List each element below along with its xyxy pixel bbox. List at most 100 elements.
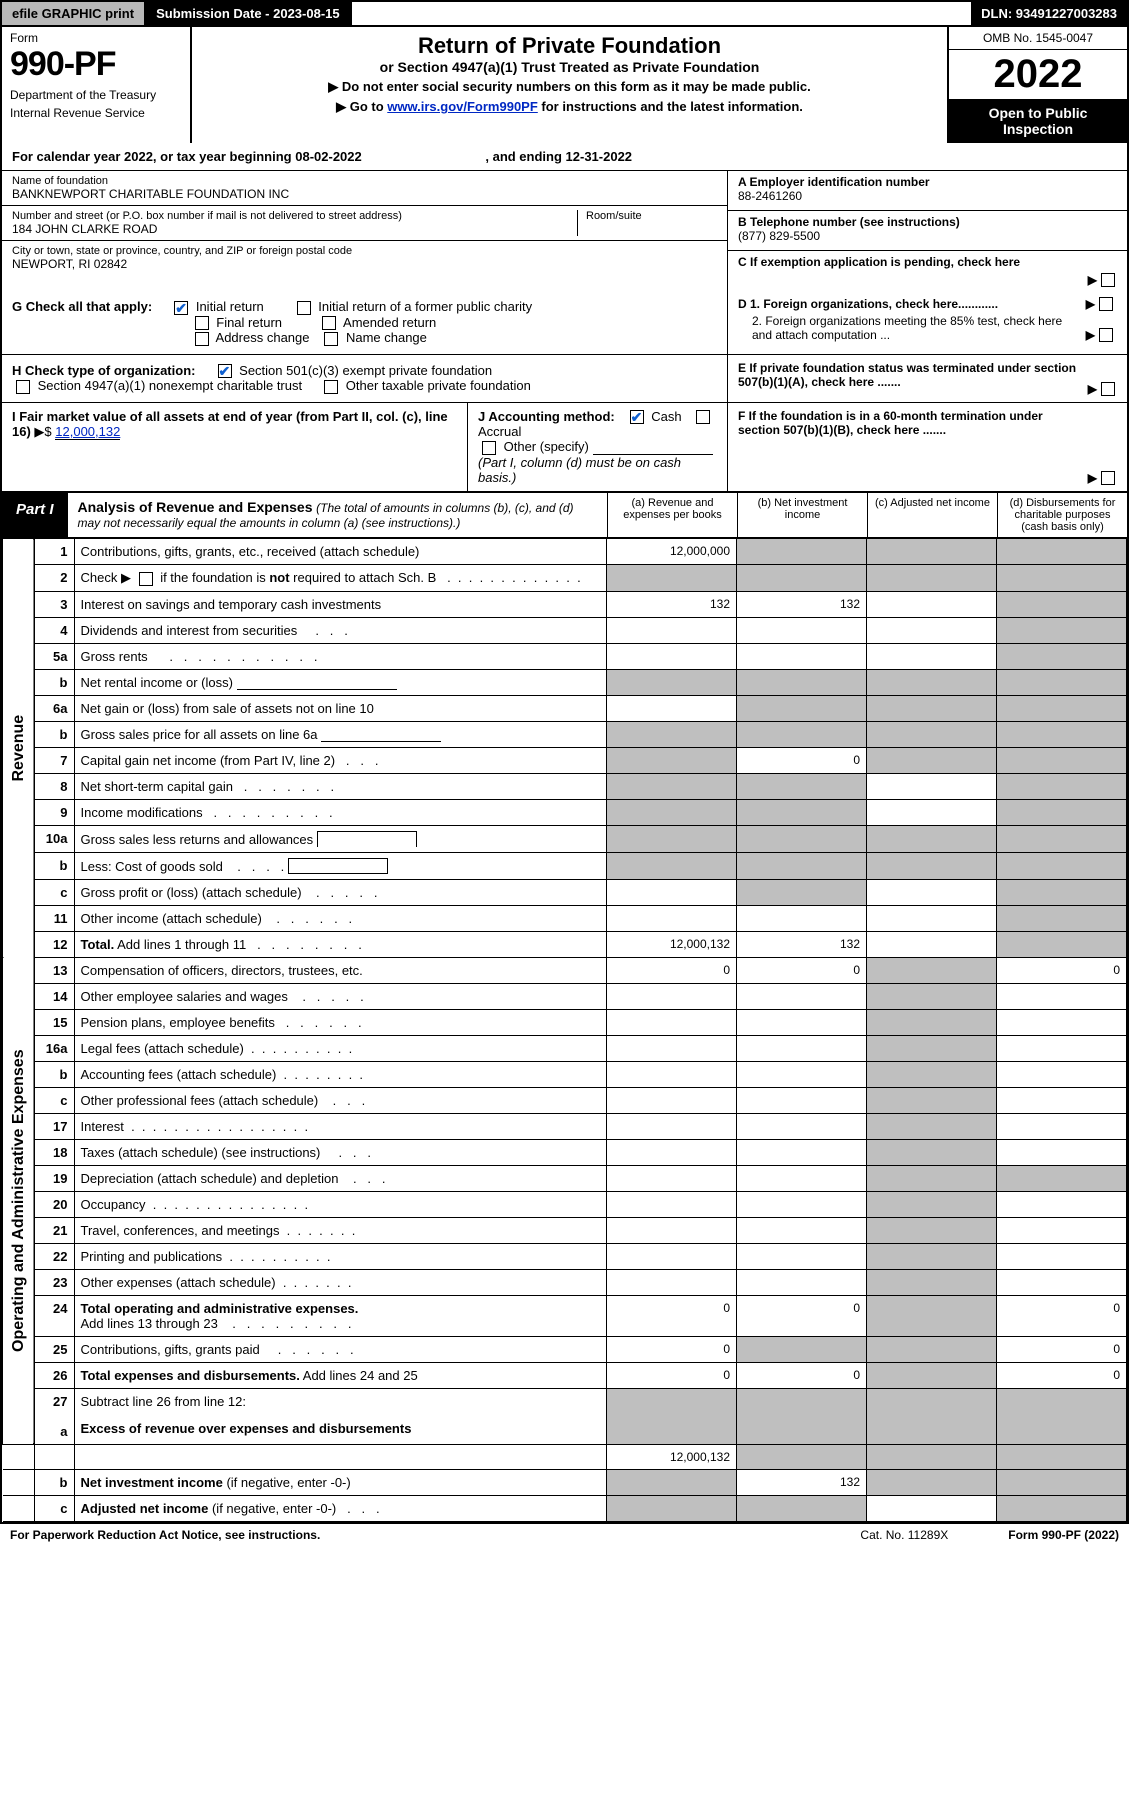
initial-former-checkbox[interactable]: [297, 301, 311, 315]
other-taxable-checkbox[interactable]: [324, 380, 338, 394]
cal-year-pre: For calendar year 2022, or tax year begi…: [12, 149, 295, 164]
form-note-2: ▶ Go to www.irs.gov/Form990PF for instru…: [202, 99, 937, 115]
cat-number: Cat. No. 11289X: [860, 1528, 948, 1542]
omb-number: OMB No. 1545-0047: [949, 27, 1127, 50]
table-row: Operating and Administrative Expenses 13…: [3, 957, 1127, 983]
c-checkbox[interactable]: [1101, 273, 1115, 287]
final-return-label: Final return: [216, 315, 282, 330]
address-change-label: Address change: [216, 330, 310, 345]
table-row: bGross sales price for all assets on lin…: [3, 721, 1127, 747]
cash-checkbox[interactable]: [630, 410, 644, 424]
table-row: 26Total expenses and disbursements. Add …: [3, 1362, 1127, 1388]
line-26-a: 0: [607, 1362, 737, 1388]
form-id-block: Form 990-PF Department of the Treasury I…: [2, 27, 192, 143]
e-checkbox[interactable]: [1101, 382, 1115, 396]
line-10a-box[interactable]: [317, 831, 417, 847]
cal-year-begin: 08-02-2022: [295, 149, 362, 164]
table-row: 4Dividends and interest from securities …: [3, 617, 1127, 643]
line-10b-box[interactable]: [288, 858, 388, 874]
table-row: 7Capital gain net income (from Part IV, …: [3, 747, 1127, 773]
dln: DLN: 93491227003283: [971, 2, 1127, 25]
d2-checkbox[interactable]: [1099, 328, 1113, 342]
name-change-label: Name change: [346, 330, 427, 345]
ein-cell: A Employer identification number 88-2461…: [728, 171, 1127, 211]
line-13-b: 0: [737, 957, 867, 983]
h-section: H Check type of organization: Section 50…: [2, 355, 727, 402]
address-change-checkbox[interactable]: [195, 332, 209, 346]
line-11-desc: Other income (attach schedule) . . . . .…: [74, 905, 607, 931]
line-8-desc: Net short-term capital gain . . . . . . …: [74, 773, 607, 799]
line-10a-desc: Gross sales less returns and allowances: [74, 825, 607, 852]
efile-print-button[interactable]: efile GRAPHIC print: [2, 2, 146, 25]
line-2-desc: Check ▶ if the foundation is not require…: [74, 564, 607, 591]
other-method-checkbox[interactable]: [482, 441, 496, 455]
header-right: OMB No. 1545-0047 2022 Open to Public In…: [947, 27, 1127, 143]
final-return-checkbox[interactable]: [195, 316, 209, 330]
fmv-value[interactable]: 12,000,132: [55, 424, 120, 440]
part1-header: Part I Analysis of Revenue and Expenses …: [2, 493, 1127, 539]
line-5b-desc: Net rental income or (loss): [74, 669, 607, 695]
line-10c-desc: Gross profit or (loss) (attach schedule)…: [74, 879, 607, 905]
initial-return-checkbox[interactable]: [174, 301, 188, 315]
col-a-header: (a) Revenue and expenses per books: [607, 493, 737, 537]
footer: For Paperwork Reduction Act Notice, see …: [0, 1524, 1129, 1546]
d1-label: D 1. Foreign organizations, check here..…: [738, 297, 998, 311]
line-16c-desc: Other professional fees (attach schedule…: [74, 1087, 607, 1113]
table-row: 27aSubtract line 26 from line 12:: [3, 1388, 1127, 1416]
h-label: H Check type of organization:: [12, 363, 195, 378]
table-row: 22Printing and publications . . . . . . …: [3, 1243, 1127, 1269]
line-27c-desc: Adjusted net income (if negative, enter …: [74, 1495, 607, 1521]
line-5b-input[interactable]: [237, 676, 397, 690]
part1-table: Revenue 1Contributions, gifts, grants, e…: [2, 539, 1127, 1522]
form-code: 990-PF: [10, 45, 182, 84]
line-7-desc: Capital gain net income (from Part IV, l…: [74, 747, 607, 773]
line-3-desc: Interest on savings and temporary cash i…: [74, 591, 607, 617]
accrual-label: Accrual: [478, 424, 521, 439]
table-row: 25Contributions, gifts, grants paid . . …: [3, 1336, 1127, 1362]
revenue-side-label: Revenue: [3, 539, 35, 958]
schb-checkbox[interactable]: [139, 572, 153, 586]
line-13-d: 0: [997, 957, 1127, 983]
table-row: 21Travel, conferences, and meetings . . …: [3, 1217, 1127, 1243]
form-label: Form: [10, 31, 182, 45]
table-row: 17Interest . . . . . . . . . . . . . . .…: [3, 1113, 1127, 1139]
part1-desc: Analysis of Revenue and Expenses (The to…: [68, 493, 607, 537]
top-bar: efile GRAPHIC print Submission Date - 20…: [0, 0, 1129, 27]
col-b-header: (b) Net investment income: [737, 493, 867, 537]
501c3-checkbox[interactable]: [218, 364, 232, 378]
line-12-a: 12,000,132: [607, 931, 737, 957]
line-14-desc: Other employee salaries and wages . . . …: [74, 983, 607, 1009]
table-row: 19Depreciation (attach schedule) and dep…: [3, 1165, 1127, 1191]
f-label: F If the foundation is in a 60-month ter…: [738, 409, 1043, 437]
line-18-desc: Taxes (attach schedule) (see instruction…: [74, 1139, 607, 1165]
table-row: bAccounting fees (attach schedule) . . .…: [3, 1061, 1127, 1087]
4947-label: Section 4947(a)(1) nonexempt charitable …: [38, 378, 302, 393]
arrow-icon: ▶: [1088, 382, 1097, 396]
table-row: 6aNet gain or (loss) from sale of assets…: [3, 695, 1127, 721]
tel-label: B Telephone number (see instructions): [738, 215, 960, 229]
d1-checkbox[interactable]: [1099, 297, 1113, 311]
form990pf-link[interactable]: www.irs.gov/Form990PF: [387, 99, 538, 114]
table-row: 5aGross rents . . . . . . . . . . .: [3, 643, 1127, 669]
amended-return-checkbox[interactable]: [322, 316, 336, 330]
i-section: I Fair market value of all assets at end…: [2, 403, 467, 491]
line-6a-desc: Net gain or (loss) from sale of assets n…: [74, 695, 607, 721]
city-state-zip: NEWPORT, RI 02842: [12, 257, 717, 271]
4947-checkbox[interactable]: [16, 380, 30, 394]
open-public-badge: Open to Public Inspection: [949, 99, 1127, 143]
col-c-header: (c) Adjusted net income: [867, 493, 997, 537]
accrual-checkbox[interactable]: [696, 410, 710, 424]
g-label: G Check all that apply:: [12, 299, 152, 314]
line-6b-input[interactable]: [321, 728, 441, 742]
form-subtitle: or Section 4947(a)(1) Trust Treated as P…: [202, 59, 937, 75]
foundation-name: BANKNEWPORT CHARITABLE FOUNDATION INC: [12, 187, 717, 201]
table-row: 14Other employee salaries and wages . . …: [3, 983, 1127, 1009]
d-section: D 1. Foreign organizations, check here..…: [727, 291, 1127, 354]
name-change-checkbox[interactable]: [324, 332, 338, 346]
f-checkbox[interactable]: [1101, 471, 1115, 485]
line-17-desc: Interest . . . . . . . . . . . . . . . .…: [74, 1113, 607, 1139]
line-3-b: 132: [737, 591, 867, 617]
line-24-desc: Total operating and administrative expen…: [74, 1295, 607, 1336]
c-label: C If exemption application is pending, c…: [738, 255, 1020, 269]
other-specify-input[interactable]: [593, 441, 713, 455]
